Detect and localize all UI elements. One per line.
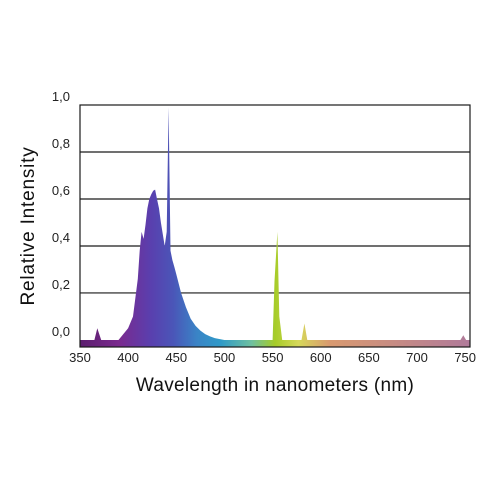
- x-tick-label: 600: [310, 350, 332, 365]
- x-tick-label: 400: [117, 350, 139, 365]
- x-tick-label: 350: [69, 350, 91, 365]
- y-tick-label: 0,0: [52, 324, 70, 339]
- x-tick-label: 650: [358, 350, 380, 365]
- plot-frame: [79, 104, 471, 348]
- spectrum-area: [80, 107, 470, 347]
- x-tick-label: 500: [214, 350, 236, 365]
- x-tick-labels: 350 400 450 500 550 600 650 700 750: [69, 350, 476, 365]
- x-axis-label: Wavelength in nanometers (nm): [136, 375, 414, 396]
- y-axis-label: Relative Intensity: [18, 146, 39, 305]
- y-tick-label: 0,8: [52, 136, 70, 151]
- x-tick-label: 550: [262, 350, 284, 365]
- y-tick-labels: 0,0 0,2 0,4 0,6 0,8 1,0: [52, 89, 70, 339]
- y-tick-label: 0,2: [52, 277, 70, 292]
- y-tick-label: 0,6: [52, 183, 70, 198]
- x-tick-label: 700: [406, 350, 428, 365]
- x-tick-label: 750: [454, 350, 476, 365]
- y-tick-label: 0,4: [52, 230, 70, 245]
- y-tick-label: 1,0: [52, 89, 70, 104]
- x-tick-label: 450: [165, 350, 187, 365]
